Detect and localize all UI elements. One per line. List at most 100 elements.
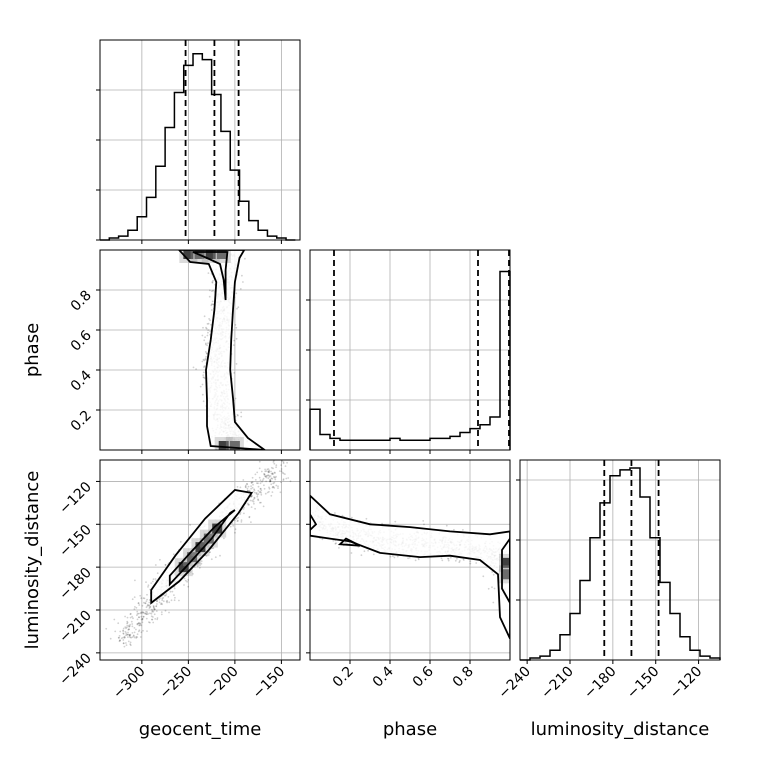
- sample-point: [308, 517, 310, 519]
- sample-point: [151, 611, 154, 613]
- histogram-step: [100, 53, 296, 241]
- sample-point: [282, 462, 285, 465]
- sample-point: [301, 518, 303, 520]
- sample-point: [131, 632, 134, 634]
- sample-point: [268, 471, 270, 473]
- sample-point: [269, 479, 272, 481]
- sample-point: [210, 309, 213, 311]
- sample-point: [129, 612, 132, 615]
- sample-point: [234, 324, 237, 326]
- sample-point: [237, 306, 240, 309]
- sample-point: [250, 506, 253, 508]
- sample-point: [129, 644, 132, 647]
- density-layer: [301, 494, 531, 639]
- sample-point: [245, 451, 247, 453]
- sample-point: [257, 485, 260, 488]
- y-tick-label: 0.6: [68, 327, 95, 354]
- sample-point: [223, 537, 225, 540]
- sample-point: [267, 474, 270, 476]
- sample-point: [166, 600, 169, 602]
- sample-point: [255, 492, 258, 495]
- sample-point: [321, 538, 324, 541]
- sample-point: [129, 613, 132, 616]
- sample-point: [447, 559, 450, 562]
- sample-point: [122, 639, 125, 641]
- sample-point: [127, 640, 130, 643]
- sample-point: [189, 524, 192, 526]
- sample-point: [148, 621, 150, 624]
- sample-point: [469, 560, 472, 563]
- sample-point: [127, 631, 129, 634]
- sample-point: [287, 477, 290, 479]
- sample-point: [447, 557, 449, 560]
- sample-point: [253, 497, 256, 500]
- sample-point: [173, 599, 176, 602]
- sample-point: [210, 558, 213, 561]
- sample-point: [491, 571, 494, 573]
- sample-point: [445, 524, 448, 527]
- sample-point: [280, 468, 283, 470]
- sample-point: [147, 613, 150, 615]
- sample-point: [284, 473, 286, 475]
- sample-point: [105, 627, 108, 630]
- density-cell-halo: [179, 250, 198, 263]
- sample-point: [233, 519, 236, 522]
- sample-point: [200, 562, 203, 565]
- sample-point: [254, 479, 257, 481]
- sample-point: [482, 575, 485, 578]
- x-tick-label: −210: [538, 664, 577, 703]
- sample-point: [127, 628, 130, 630]
- sample-point: [529, 585, 531, 587]
- sample-point: [244, 485, 247, 488]
- sample-point: [217, 246, 219, 248]
- sample-point: [440, 557, 443, 560]
- sample-point: [475, 562, 478, 564]
- x-tick-label: 0.4: [370, 663, 397, 690]
- sample-point: [170, 599, 173, 602]
- sample-point: [207, 331, 209, 334]
- sample-point: [256, 471, 259, 474]
- sample-point: [186, 580, 189, 583]
- sample-point: [493, 587, 496, 590]
- sample-point: [122, 630, 125, 632]
- sample-point: [146, 611, 149, 613]
- y-tick-label: 0.8: [68, 288, 95, 315]
- sample-point: [454, 559, 457, 562]
- sample-point: [127, 636, 129, 638]
- sample-point: [208, 295, 211, 298]
- sample-point: [273, 462, 276, 465]
- sample-point: [263, 473, 266, 476]
- sample-point: [365, 517, 368, 520]
- sample-point: [129, 641, 132, 644]
- sample-point: [122, 629, 124, 632]
- sample-point: [139, 623, 142, 625]
- sample-point: [514, 585, 516, 587]
- sample-point: [127, 629, 130, 631]
- x-tick-label: −240: [495, 664, 534, 703]
- sample-point: [234, 528, 237, 531]
- sample-point: [205, 555, 208, 557]
- sample-point: [125, 644, 128, 646]
- sample-point: [268, 469, 271, 472]
- density-cell: [218, 441, 229, 450]
- sample-point: [165, 600, 168, 603]
- sample-point: [210, 323, 212, 326]
- sample-point: [394, 520, 397, 523]
- contour-inner-mid: [337, 537, 361, 547]
- sample-point: [206, 334, 209, 337]
- sample-point: [145, 606, 148, 609]
- sample-point: [196, 565, 199, 568]
- sample-point: [140, 624, 143, 627]
- sample-point: [155, 610, 158, 612]
- sample-point: [282, 479, 285, 482]
- sample-point: [139, 622, 142, 625]
- sample-point: [209, 289, 211, 292]
- sample-point: [120, 637, 123, 640]
- sample-point: [516, 569, 518, 571]
- xlabel-phase: phase: [383, 719, 437, 740]
- sample-point: [234, 531, 236, 534]
- sample-point: [512, 570, 514, 572]
- sample-point: [253, 496, 256, 499]
- sample-point: [303, 519, 305, 521]
- sample-point: [139, 636, 142, 638]
